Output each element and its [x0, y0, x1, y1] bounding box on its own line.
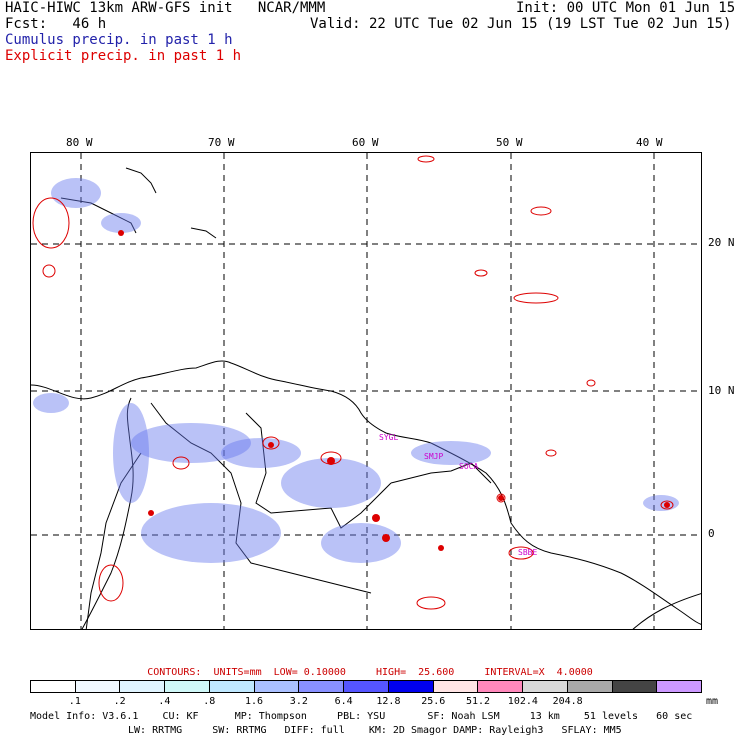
model-info-line2: LW: RRTMG SW: RRTMG DIFF: full KM: 2D Sm…: [128, 725, 622, 736]
colorbar-swatch: [254, 681, 300, 692]
colorbar-swatch: [344, 681, 389, 692]
lat-tick: 10 N: [708, 384, 735, 397]
station-label: SMJP: [424, 452, 443, 461]
init-time: Init: 00 UTC Mon 01 Jun 15: [516, 0, 736, 16]
colorbar-label: .2: [113, 696, 126, 707]
colorbar-swatch: [523, 681, 568, 692]
explicit-precip-cores: [118, 230, 670, 551]
station-label: SOCA: [459, 462, 478, 471]
colorbar-swatch: [388, 681, 434, 692]
colorbar-label: .4: [158, 696, 171, 707]
colorbar-label: 102.4: [507, 696, 538, 707]
colorbar-label: .8: [203, 696, 216, 707]
colorbar-swatch: [31, 681, 76, 692]
colorbar-swatch: [657, 681, 702, 692]
colorbar-label: 3.2: [289, 696, 308, 707]
colorbar-label: 51.2: [466, 696, 491, 707]
valid-time: Valid: 22 UTC Tue 02 Jun 15 (19 LST Tue …: [310, 16, 732, 32]
lat-lon-grid: [31, 153, 701, 629]
colorbar-label: .1: [68, 696, 81, 707]
colorbar-label: 1.6: [245, 696, 264, 707]
colorbar: [30, 680, 702, 693]
station-label: SBBE: [518, 548, 537, 557]
plot-title: HAIC-HIWC 13km ARW-GFS init NCAR/MMM: [5, 0, 326, 16]
cumulus-precip: [33, 178, 679, 563]
lon-tick: 60 W: [352, 136, 379, 149]
precip-map: SYGL SMJP SOCA SBBE: [30, 152, 702, 630]
colorbar-swatch: [478, 681, 524, 692]
lat-tick: 20 N: [708, 236, 735, 249]
colorbar-label: 204.8: [552, 696, 583, 707]
explicit-precip: [32, 155, 674, 610]
colorbar-swatch: [165, 681, 210, 692]
map-canvas: SYGL SMJP SOCA SBBE: [31, 153, 701, 629]
colorbar-swatch: [209, 681, 255, 692]
colorbar-swatch: [567, 681, 613, 692]
explicit-legend: Explicit precip. in past 1 h: [5, 48, 242, 64]
colorbar-label: 6.4: [334, 696, 353, 707]
model-info-line1: Model Info: V3.6.1 CU: KF MP: Thompson P…: [30, 711, 693, 722]
station-label: SYGL: [379, 433, 398, 442]
lon-tick: 50 W: [496, 136, 523, 149]
colorbar-swatch: [120, 681, 166, 692]
colorbar-swatch: [299, 681, 345, 692]
colorbar-label: 12.8: [376, 696, 401, 707]
forecast-hour: Fcst: 46 h: [5, 16, 107, 32]
colorbar-swatch: [75, 681, 121, 692]
cumulus-legend: Cumulus precip. in past 1 h: [5, 32, 233, 48]
lon-tick: 70 W: [208, 136, 235, 149]
lon-tick: 80 W: [66, 136, 93, 149]
colorbar-swatch: [433, 681, 479, 692]
colorbar-swatch: [612, 681, 658, 692]
contour-info: CONTOURS: UNITS=mm LOW= 0.10000 HIGH= 25…: [147, 667, 593, 678]
colorbar-unit: mm: [706, 696, 719, 707]
lon-tick: 40 W: [636, 136, 663, 149]
colorbar-label: 25.6: [421, 696, 446, 707]
coastlines: [31, 167, 701, 629]
lat-tick: 0: [708, 527, 715, 540]
